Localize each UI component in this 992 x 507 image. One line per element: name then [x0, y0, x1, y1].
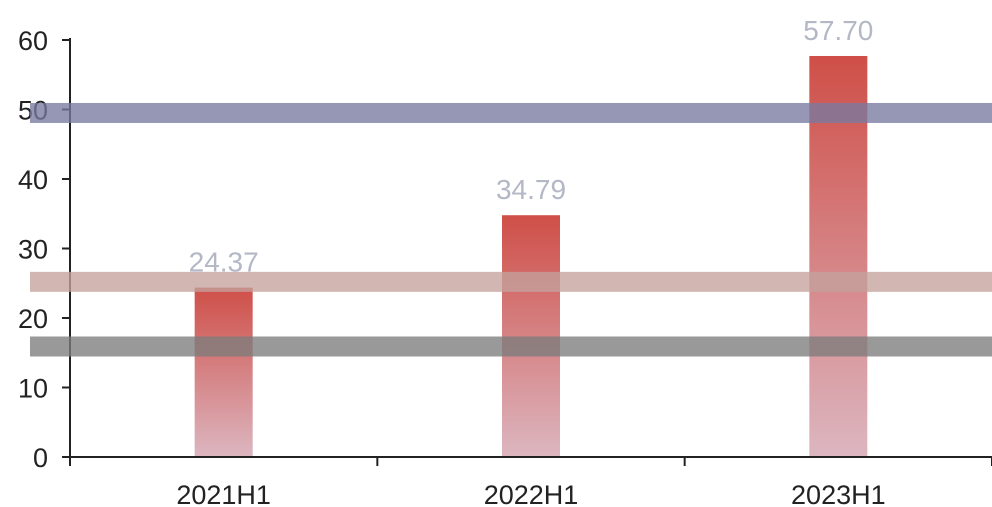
y-tick-label: 30: [18, 235, 48, 265]
bar-2022H1: [502, 215, 560, 457]
y-tick-label: 60: [18, 26, 48, 56]
y-tick-label: 0: [33, 443, 48, 473]
overlay-bands-group: [30, 102, 992, 357]
bar-2021H1: [194, 287, 253, 457]
x-tick-label: 2022H1: [484, 480, 579, 507]
data-label: 57.70: [803, 15, 873, 46]
y-tick-label: 20: [18, 304, 48, 334]
x-tick-label: 2023H1: [791, 480, 886, 507]
x-axis: 2021H1 2022H1 2023H1: [69, 456, 992, 507]
overlay-band: [30, 102, 992, 123]
data-labels-group: 24.37 34.79 57.70: [189, 15, 874, 278]
x-tick-label: 2021H1: [176, 480, 271, 507]
overlay-band: [30, 271, 992, 292]
y-axis: 0102030405060: [18, 26, 71, 473]
y-tick-label: 40: [18, 165, 48, 195]
y-tick-label: 10: [18, 374, 48, 404]
overlay-band: [30, 336, 992, 357]
data-label: 34.79: [496, 174, 566, 205]
data-label: 24.37: [189, 247, 259, 278]
